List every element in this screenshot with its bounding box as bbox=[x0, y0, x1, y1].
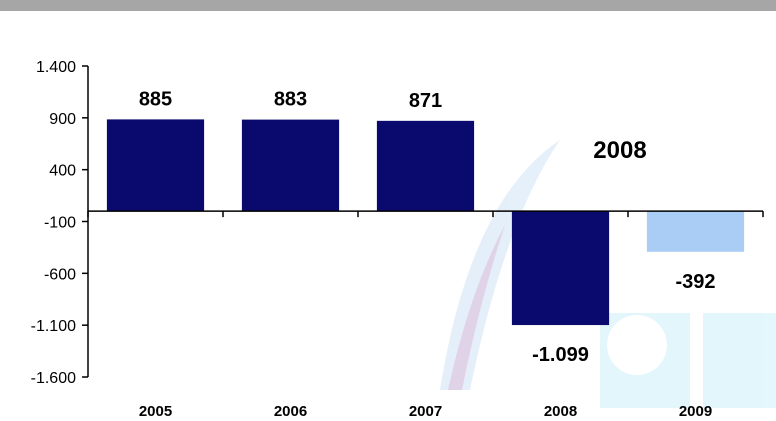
y-tick-label: -1.100 bbox=[31, 318, 76, 335]
data-label-2008: -1.099 bbox=[532, 344, 589, 366]
bars-group bbox=[106, 119, 745, 326]
y-tick-label: -100 bbox=[44, 215, 76, 232]
bar-2009 bbox=[646, 211, 745, 252]
bar-2006 bbox=[241, 119, 340, 212]
x-ticks: 2005 2006 2007 2008 2009 bbox=[87, 211, 764, 420]
top-divider-bar bbox=[0, 0, 776, 11]
data-labels: 885 883 871 -1.099 -392 bbox=[139, 88, 716, 366]
x-category-label: 2005 bbox=[139, 403, 172, 420]
x-category-label: 2006 bbox=[274, 403, 307, 420]
x-category-label: 2008 bbox=[544, 403, 577, 420]
y-tick-label: 400 bbox=[49, 163, 76, 180]
y-tick-label: 900 bbox=[49, 111, 76, 128]
x-category-label: 2007 bbox=[409, 403, 442, 420]
bar-2005 bbox=[106, 119, 205, 212]
data-label-2005: 885 bbox=[139, 88, 172, 110]
watermark-logo bbox=[440, 140, 776, 408]
y-ticks: 1.400 900 400 -100 -600 -1.100 -1.600 bbox=[31, 59, 88, 387]
bar-2007 bbox=[376, 120, 475, 212]
data-label-2006: 883 bbox=[274, 89, 307, 111]
data-label-2007: 871 bbox=[409, 90, 442, 112]
bar-2008 bbox=[511, 211, 610, 326]
y-tick-label: -600 bbox=[44, 266, 76, 283]
data-label-2009: -392 bbox=[675, 271, 715, 293]
y-tick-label: 1.400 bbox=[36, 59, 76, 76]
y-tick-label: -1.600 bbox=[31, 370, 76, 387]
chart-annotation: 2008 bbox=[593, 137, 646, 164]
x-category-label: 2009 bbox=[679, 403, 712, 420]
